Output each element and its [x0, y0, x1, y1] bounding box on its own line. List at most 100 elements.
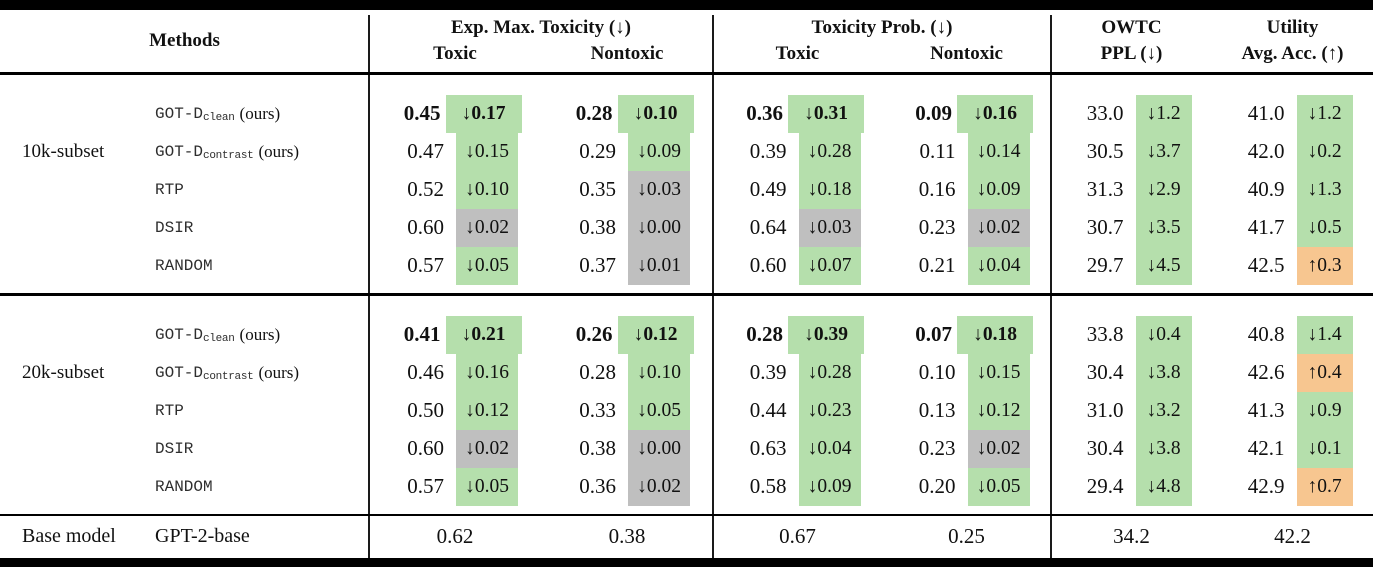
group-label-cell: [0, 209, 128, 247]
metric-value: 0.57: [407, 253, 444, 277]
method-suffix: (ours): [258, 141, 300, 161]
method-name: RANDOM: [128, 247, 369, 285]
metric-cell-emt-nontoxic: 0.36 ↓0.02: [541, 467, 713, 506]
metric-cell-emt-nontoxic: 0.38 ↓0.00: [541, 429, 713, 468]
metric-value: 0.20: [918, 474, 956, 498]
method-name: RTP: [128, 392, 369, 430]
metric-cell-utility: 40.9 ↓1.3: [1212, 170, 1373, 209]
delta-chip-gray: ↓0.02: [628, 467, 690, 506]
metric-cell-owtc-ppl: 30.5 ↓3.7: [1051, 132, 1212, 171]
delta-chip-green: ↓0.10: [628, 353, 690, 392]
metric-value: 0.28: [575, 101, 613, 125]
table-row: RTP 0.50 ↓0.12 0.33 ↓0.05 0.44 ↓0.23 0.13 ↓0.12 3…: [0, 391, 1373, 430]
table-row: DSIR 0.60 ↓0.02 0.38 ↓0.00 0.64 ↓0.03 0.23 ↓0.02…: [0, 208, 1373, 247]
metric-value: 0.07: [915, 322, 952, 346]
metric-value: 42.5: [1247, 253, 1285, 277]
delta-chip-gray: ↓0.03: [628, 170, 690, 209]
metric-cell-emt-toxic: 0.57 ↓0.05: [369, 467, 541, 506]
metric-cell-emt-toxic: 0.57 ↓0.05: [369, 246, 541, 285]
group-label-cell: [0, 247, 128, 285]
metric-value: 0.39: [749, 139, 787, 163]
section-10k-subset: GOT-D clean (ours) 0.45 ↓0.17 0.28 ↓0.10 0.36 ↓0…: [0, 74, 1373, 293]
metric-value: 0.21: [918, 253, 956, 277]
metric-value: 0.37: [579, 253, 616, 277]
delta-chip-gray: ↓0.01: [628, 246, 690, 285]
metric-cell-tp-nontoxic: 0.07 ↓0.18: [882, 315, 1051, 354]
delta-chip-green: ↓3.8: [1135, 353, 1192, 392]
metric-cell-utility: 41.3 ↓0.9: [1212, 391, 1373, 430]
delta-chip-gray: ↓0.02: [456, 208, 518, 247]
metric-cell-tp-toxic: 0.49 ↓0.18: [713, 170, 882, 209]
method-base: GOT-D: [155, 142, 204, 161]
delta-chip-orange: ↑0.3: [1296, 246, 1353, 285]
metric-value: 0.16: [918, 177, 956, 201]
delta-chip-green: ↓0.18: [957, 315, 1033, 354]
section-divider: [0, 292, 1373, 296]
delta-chip-green: ↓0.04: [798, 429, 861, 468]
metric-value: 0.33: [579, 398, 616, 422]
group-label-cell: [0, 468, 128, 506]
method-name: GOT-D clean (ours): [128, 316, 369, 354]
toxicity-prob-title: Toxicity Prob. (↓): [811, 17, 953, 38]
base-tp-nontoxic-value: 0.25: [948, 524, 985, 548]
metric-cell-owtc-ppl: 33.8 ↓0.4: [1051, 315, 1212, 354]
metric-cell-tp-nontoxic: 0.20 ↓0.05: [882, 467, 1051, 506]
delta-chip-green: ↓0.05: [967, 467, 1030, 506]
metric-value: 0.38: [579, 215, 616, 239]
metric-cell-tp-nontoxic: 0.23 ↓0.02: [882, 429, 1051, 468]
group-label-cell: 10k-subset: [0, 133, 128, 171]
metric-cell-emt-toxic: 0.45 ↓0.17: [369, 94, 541, 133]
delta-chip-green: ↓0.07: [798, 246, 861, 285]
method-name: GOT-D contrast (ours): [128, 354, 369, 392]
utility-title-line2: Avg. Acc. (↑): [1241, 43, 1344, 64]
delta-chip-green: ↓0.15: [967, 353, 1030, 392]
metric-value: 0.28: [746, 322, 783, 346]
metric-value: 0.09: [915, 101, 952, 125]
column-separator: [1050, 515, 1052, 558]
base-row-divider: [0, 513, 1373, 516]
delta-chip-green: ↓0.16: [456, 353, 518, 392]
metric-value: 0.29: [579, 139, 616, 163]
emt-toxic-subheader: Toxic: [433, 43, 477, 64]
delta-chip-green: ↓1.2: [1135, 94, 1192, 133]
metric-cell-owtc-ppl: 29.7 ↓4.5: [1051, 246, 1212, 285]
metric-value: 0.41: [403, 322, 441, 346]
delta-chip-green: ↓0.05: [456, 246, 518, 285]
column-separator: [1050, 74, 1052, 293]
delta-chip-green: ↓0.17: [445, 94, 522, 133]
delta-chip-gray: ↓0.02: [456, 429, 518, 468]
delta-chip-green: ↓0.12: [617, 315, 694, 354]
metric-cell-utility: 41.7 ↓0.5: [1212, 208, 1373, 247]
metric-value: 30.7: [1086, 215, 1124, 239]
column-separator: [368, 295, 370, 514]
header-divider: [0, 72, 1373, 75]
column-separator: [712, 74, 714, 293]
delta-chip-green: ↓4.5: [1135, 246, 1192, 285]
delta-chip-green: ↓0.05: [456, 467, 518, 506]
delta-chip-green: ↓0.05: [628, 391, 690, 430]
delta-chip-green: ↓4.8: [1135, 467, 1192, 506]
metric-cell-emt-toxic: 0.47 ↓0.15: [369, 132, 541, 171]
bottom-margin: [0, 566, 1373, 572]
delta-chip-green: ↓0.04: [967, 246, 1030, 285]
metric-cell-emt-nontoxic: 0.28 ↓0.10: [541, 94, 713, 133]
method-base: RANDOM: [155, 477, 213, 496]
metric-cell-tp-toxic: 0.44 ↓0.23: [713, 391, 882, 430]
metric-value: 29.7: [1086, 253, 1124, 277]
metric-cell-tp-nontoxic: 0.16 ↓0.09: [882, 170, 1051, 209]
utility-title-line1: Utility: [1266, 17, 1319, 38]
method-name: GOT-D contrast (ours): [128, 133, 369, 171]
column-separator: [1050, 15, 1052, 72]
delta-chip-green: ↓0.1: [1296, 429, 1353, 468]
metric-value: 0.39: [749, 360, 787, 384]
table-row: 20k-subset GOT-D contrast (ours) 0.46 ↓0.16 0.…: [0, 353, 1373, 392]
metric-value: 0.28: [579, 360, 616, 384]
delta-chip-green: ↓0.15: [456, 132, 518, 171]
metric-cell-tp-toxic: 0.28 ↓0.39: [713, 315, 882, 354]
delta-chip-gray: ↓0.02: [967, 208, 1030, 247]
method-base: GOT-D: [155, 104, 204, 123]
metric-cell-utility: 42.6 ↑0.4: [1212, 353, 1373, 392]
base-emt-nontoxic-value: 0.38: [608, 524, 646, 548]
metric-cell-emt-nontoxic: 0.38 ↓0.00: [541, 208, 713, 247]
method-name: DSIR: [128, 430, 369, 468]
